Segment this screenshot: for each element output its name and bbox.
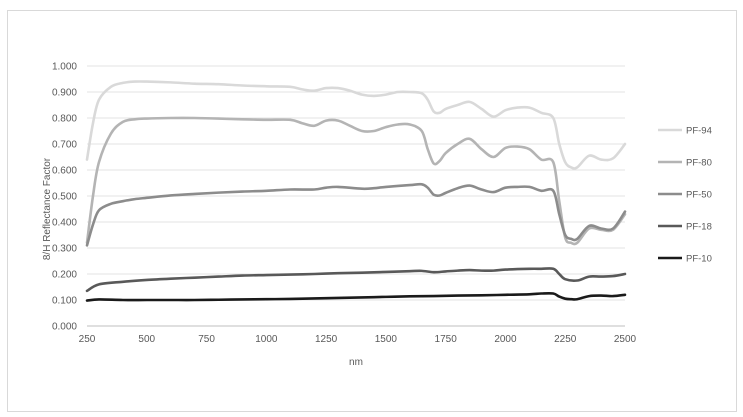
series-line-pf-50 [85,182,627,247]
legend-label: PF-80 [686,158,712,169]
y-tick-labels: 0.000 0.100 0.200 0.300 0.400 0.500 0.600 0.700… [52,62,77,333]
y-tick-label: 0.400 [52,218,77,229]
x-tick-label: 1500 [375,334,398,345]
y-tick-label: 0.200 [52,270,77,281]
y-tick-label: 0.900 [52,88,77,99]
y-tick-label: 0.300 [52,244,77,255]
y-axis-label: 8/H Reflectance Factor [42,157,53,260]
x-tick-label: 2500 [614,334,637,345]
y-tick-label: 0.700 [52,140,77,151]
chart-frame [7,10,737,412]
legend-label: PF-94 [686,126,712,137]
x-tick-labels: 250 500 750 1000 1250 1500 1750 2000 2250 2500 [79,334,637,345]
legend-label: PF-50 [686,190,712,201]
series-line-pf-80 [85,116,627,246]
y-tick-label: 0.000 [52,322,77,333]
y-tick-label: 0.100 [52,296,77,307]
x-tick-label: 750 [198,334,215,345]
series-lines [85,80,627,302]
series-line-pf-10 [85,291,627,302]
series-line-pf-18 [85,267,627,293]
x-tick-label: 1250 [315,334,338,345]
x-axis-label: nm [349,357,363,368]
x-tick-label: 2000 [494,334,517,345]
y-tick-label: 1.000 [52,62,77,73]
legend-label: PF-10 [686,254,712,265]
legend: PF-94 PF-80 PF-50 PF-18 PF-10 [658,126,712,265]
x-tick-label: 2250 [554,334,577,345]
x-tick-label: 1750 [435,334,458,345]
series-line-pf-94 [85,80,627,170]
y-tick-label: 0.800 [52,114,77,125]
x-tick-label: 1000 [255,334,278,345]
x-tick-label: 250 [79,334,96,345]
y-tick-label: 0.600 [52,166,77,177]
legend-label: PF-18 [686,222,712,233]
y-tick-label: 0.500 [52,192,77,203]
x-tick-label: 500 [138,334,155,345]
